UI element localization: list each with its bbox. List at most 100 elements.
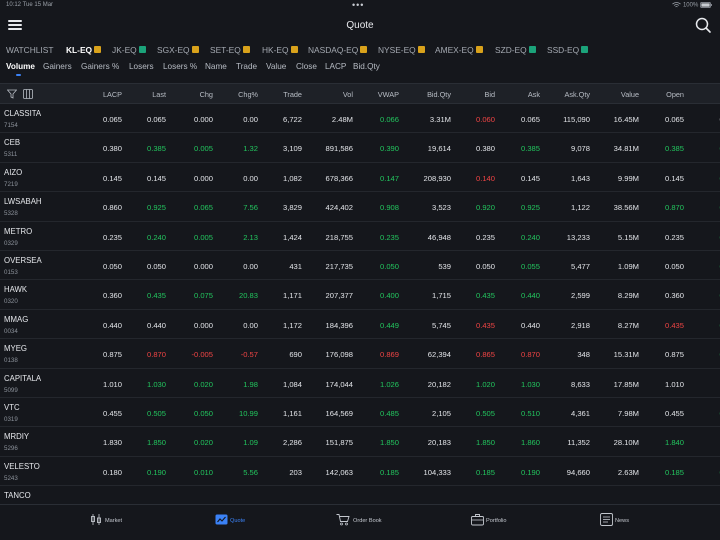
column-header-ask[interactable]: Ask [527,90,540,99]
column-header-trade[interactable]: Trade [283,90,302,99]
cell-vwap: 1.850 [379,438,399,448]
tab-market[interactable]: Market [90,513,150,529]
cell-bidqty: 20,183 [427,438,451,448]
menu-icon[interactable] [8,18,22,32]
table-row[interactable]: MRDIY 5296 1.830 1.850 0.020 1.09 2,286 151,875… [0,427,720,457]
cell-value: 9.99M [617,173,639,183]
tab-order-book[interactable]: Order Book [336,513,396,529]
exchange-tab-amex-eq[interactable]: AMEX-EQ [435,45,483,55]
sort-tab-losers[interactable]: Losers [129,62,154,71]
cell-open: 0.875 [664,350,684,360]
sort-tab-gainers[interactable]: Gainers % [81,62,120,71]
cell-vwap: 0.390 [379,144,399,154]
filter-icon[interactable] [7,89,17,99]
exchange-tab-jk-eq[interactable]: JK-EQ [112,45,146,55]
cell-last: 0.050 [146,262,166,271]
table-row[interactable]: LWSABAH 5328 0.860 0.925 0.065 7.56 3,829 424,4… [0,192,720,222]
column-header-last[interactable]: Last [152,90,166,99]
sort-tab-lacp[interactable]: LACP [325,62,347,71]
table-row[interactable]: CAPITALA 5099 1.010 1.030 0.020 1.98 1,084 174,… [0,369,720,398]
cell-value: 17.85M [613,379,639,389]
sort-tab-trade[interactable]: Trade [236,62,258,71]
sort-tab-value[interactable]: Value [266,62,287,71]
table-row[interactable]: CEB 5311 0.380 0.385 0.005 1.32 3,109 891,586 0.… [0,133,720,163]
stock-symbol: MRDIY [4,432,30,442]
cell-last: 0.190 [146,467,166,477]
column-header-open[interactable]: Open [666,90,684,99]
exchange-tab-set-eq[interactable]: SET-EQ [210,45,250,55]
exchange-tab-nyse-eq[interactable]: NYSE-EQ [378,45,425,55]
column-header-vol[interactable]: Vol [342,90,353,99]
cell-open: 1.010 [664,379,684,389]
cell-lacp: 0.145 [102,173,122,183]
cell-vwap: 0.050 [379,262,399,271]
table-row[interactable]: AIZO 7219 0.145 0.145 0.000 0.00 1,082 678,366 0… [0,163,720,193]
cell-open: 0.385 [664,144,684,154]
delay-badge-icon [290,46,298,54]
table-row[interactable]: MMAG 0034 0.440 0.440 0.000 0.00 1,172 184,396 0… [0,310,720,340]
tab-label: Market [105,518,123,524]
cell-vol: 891,586 [325,144,353,154]
exchange-tab-kl-eq[interactable]: KL-EQ [66,45,102,55]
search-icon[interactable] [694,16,712,34]
sort-tab-losers[interactable]: Losers % [163,62,198,71]
cell-chgp: 0.00 [243,115,258,124]
table-row[interactable]: VELESTO 5243 0.180 0.190 0.010 5.56 203 142,063… [0,457,720,487]
cell-bid: 0.865 [475,350,495,360]
sort-tab-volume[interactable]: Volume [6,62,35,71]
column-header-bid[interactable]: Bid [484,90,495,99]
delay-badge-icon [94,46,102,54]
delay-badge-icon [242,46,250,54]
cell-open: 0.050 [664,262,684,271]
table-row[interactable]: TANCO [0,486,720,504]
column-header-value[interactable]: Value [620,90,639,99]
exchange-tab-label: KL-EQ [66,45,93,55]
sort-tab-bid-qty[interactable]: Bid.Qty [353,62,380,71]
cell-askqty: 1,122 [570,203,590,213]
tab-news[interactable]: News [600,513,660,529]
delay-badge-icon [528,46,536,54]
cell-vol: 174,044 [325,379,353,389]
cell-open: 0.235 [664,232,684,242]
cell-trade: 690 [289,350,302,360]
tab-label: Quote [230,518,246,524]
column-header-bid-qty[interactable]: Bid.Qty [427,90,451,99]
exchange-tab-szd-eq[interactable]: SZD-EQ [495,45,536,55]
tab-quote[interactable]: Quote [215,513,275,529]
exchange-tab-nasdaq-eq[interactable]: NASDAQ-EQ [308,45,368,55]
table-row[interactable]: HAWK 0320 0.360 0.435 0.075 20.83 1,171 207,377… [0,280,720,310]
cell-chgp: 0.00 [243,320,258,330]
table-row[interactable]: OVERSEA 0153 0.050 0.050 0.000 0.00 431 217,735… [0,251,720,281]
cell-value: 15.31M [613,350,639,360]
stock-symbol: MMAG [4,314,29,324]
sort-tab-gainers[interactable]: Gainers [43,62,72,71]
column-settings-icon[interactable] [23,89,33,99]
exchange-tab-hk-eq[interactable]: HK-EQ [262,45,298,55]
sort-tab-close[interactable]: Close [296,62,317,71]
table-row[interactable]: CLASSITA 7154 0.065 0.065 0.000 0.00 6,722 2.48… [0,104,720,134]
exchange-tab-ssd-eq[interactable]: SSD-EQ [547,45,589,55]
cell-vwap: 0.185 [379,467,399,477]
column-header-chg[interactable]: Chg% [238,90,258,99]
table-row[interactable]: METRO 0329 0.235 0.240 0.005 2.13 1,424 218,755… [0,222,720,251]
tab-portfolio[interactable]: Portfolio [471,513,531,529]
stock-symbol: TANCO [4,491,31,501]
table-row[interactable]: MYEG 0138 0.875 0.870 -0.005 -0.57 690 176,098 0… [0,339,720,369]
exchange-tab-watchlist[interactable]: WATCHLIST [6,45,53,55]
exchange-tab-sgx-eq[interactable]: SGX-EQ [157,45,199,55]
column-header-lacp[interactable]: LACP [102,90,122,99]
column-header-chg[interactable]: Chg [199,90,213,99]
column-header-vwap[interactable]: VWAP [377,90,399,99]
tab-label: Order Book [353,518,382,524]
table-row[interactable]: VTC 0319 0.455 0.505 0.050 10.99 1,161 164,569 0… [0,398,720,428]
cell-last: 1.850 [146,438,166,448]
cell-chg: 0.075 [193,291,213,301]
column-header-ask-qty[interactable]: Ask.Qty [564,90,590,99]
cell-ask: 0.065 [520,115,540,124]
cell-value: 16.45M [613,115,639,124]
exchange-tab-label: NYSE-EQ [378,45,416,55]
sort-tab-name[interactable]: Name [205,62,227,71]
cell-askqty: 115,090 [563,115,590,124]
cell-vol: 218,755 [325,232,353,242]
multitask-dots-icon[interactable]: ••• [352,0,365,10]
